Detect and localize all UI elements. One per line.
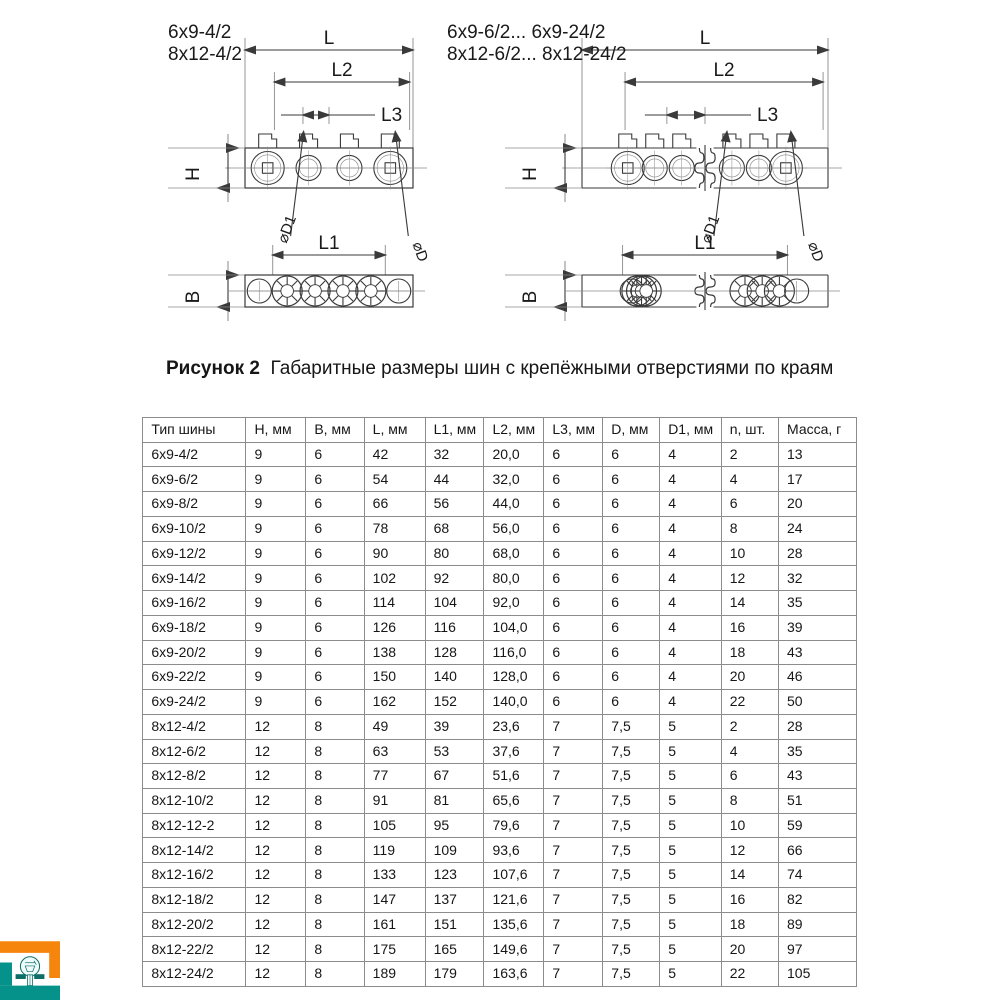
svg-text:L1: L1 <box>318 233 339 254</box>
svg-text:B: B <box>520 291 541 304</box>
svg-text:L2: L2 <box>331 60 352 81</box>
svg-text:⌀D1: ⌀D1 <box>274 213 300 245</box>
svg-text:6x9-4/2: 6x9-4/2 <box>168 22 231 43</box>
svg-text:6x9-6/2... 6x9-24/2: 6x9-6/2... 6x9-24/2 <box>447 22 605 43</box>
svg-text:⌀D: ⌀D <box>804 240 827 265</box>
svg-text:L1: L1 <box>694 233 715 254</box>
svg-text:⌀D: ⌀D <box>409 240 432 265</box>
svg-text:8x12-4/2: 8x12-4/2 <box>168 44 242 65</box>
svg-text:L3: L3 <box>757 105 778 126</box>
svg-text:8x12-6/2... 8x12-24/2: 8x12-6/2... 8x12-24/2 <box>447 44 627 65</box>
svg-text:H: H <box>520 167 541 181</box>
svg-text:L: L <box>700 28 711 49</box>
svg-text:L: L <box>324 28 335 49</box>
svg-text:L3: L3 <box>381 105 402 126</box>
svg-text:B: B <box>183 291 204 304</box>
svg-text:L2: L2 <box>713 60 734 81</box>
svg-text:H: H <box>183 167 204 181</box>
